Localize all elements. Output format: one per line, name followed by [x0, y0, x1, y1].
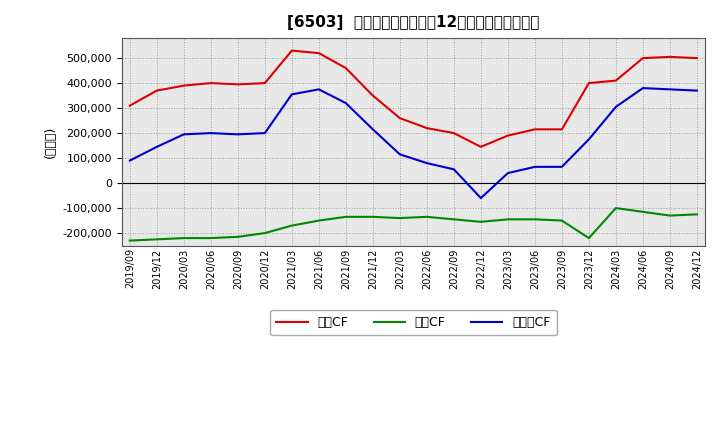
投資CF: [531, 216, 539, 222]
営業CF: [341, 66, 350, 71]
営業CF: [557, 127, 566, 132]
フリーCF: [531, 164, 539, 169]
営業CF: [449, 130, 458, 136]
フリーCF: [423, 161, 431, 166]
営業CF: [639, 55, 647, 61]
投資CF: [341, 214, 350, 220]
投資CF: [179, 235, 188, 241]
投資CF: [693, 212, 701, 217]
フリーCF: [369, 127, 377, 132]
営業CF: [287, 48, 296, 53]
フリーCF: [233, 132, 242, 137]
営業CF: [423, 125, 431, 131]
投資CF: [395, 216, 404, 221]
営業CF: [395, 115, 404, 121]
営業CF: [585, 81, 593, 86]
営業CF: [531, 127, 539, 132]
投資CF: [261, 231, 269, 236]
フリーCF: [153, 144, 161, 150]
投資CF: [287, 223, 296, 228]
フリーCF: [207, 130, 215, 136]
フリーCF: [639, 85, 647, 91]
営業CF: [179, 83, 188, 88]
営業CF: [477, 144, 485, 150]
営業CF: [261, 81, 269, 86]
フリーCF: [557, 164, 566, 169]
Title: [6503]  キャッシュフローの12か月移動合計の推移: [6503] キャッシュフローの12か月移動合計の推移: [287, 15, 539, 30]
フリーCF: [449, 167, 458, 172]
投資CF: [233, 234, 242, 239]
Y-axis label: (百万円): (百万円): [44, 126, 57, 158]
営業CF: [153, 88, 161, 93]
フリーCF: [693, 88, 701, 93]
投資CF: [477, 219, 485, 224]
フリーCF: [125, 158, 134, 163]
営業CF: [125, 103, 134, 108]
投資CF: [585, 235, 593, 241]
フリーCF: [665, 87, 674, 92]
フリーCF: [261, 130, 269, 136]
営業CF: [233, 82, 242, 87]
営業CF: [611, 78, 620, 83]
投資CF: [207, 235, 215, 241]
投資CF: [315, 218, 323, 223]
フリーCF: [315, 87, 323, 92]
営業CF: [503, 133, 512, 138]
投資CF: [153, 237, 161, 242]
投資CF: [125, 238, 134, 243]
投資CF: [557, 218, 566, 223]
営業CF: [369, 93, 377, 98]
投資CF: [423, 214, 431, 220]
営業CF: [693, 55, 701, 61]
フリーCF: [287, 92, 296, 97]
Line: フリーCF: フリーCF: [130, 88, 697, 198]
Line: 営業CF: 営業CF: [130, 51, 697, 147]
Legend: 営業CF, 投資CF, フリーCF: 営業CF, 投資CF, フリーCF: [270, 310, 557, 335]
フリーCF: [503, 170, 512, 176]
投資CF: [639, 209, 647, 214]
営業CF: [315, 51, 323, 56]
投資CF: [449, 216, 458, 222]
営業CF: [665, 54, 674, 59]
フリーCF: [179, 132, 188, 137]
フリーCF: [611, 104, 620, 110]
営業CF: [207, 81, 215, 86]
フリーCF: [585, 137, 593, 142]
Line: 投資CF: 投資CF: [130, 208, 697, 241]
投資CF: [503, 216, 512, 222]
投資CF: [369, 214, 377, 220]
フリーCF: [341, 100, 350, 106]
投資CF: [611, 205, 620, 211]
フリーCF: [477, 195, 485, 201]
投資CF: [665, 213, 674, 218]
フリーCF: [395, 152, 404, 157]
